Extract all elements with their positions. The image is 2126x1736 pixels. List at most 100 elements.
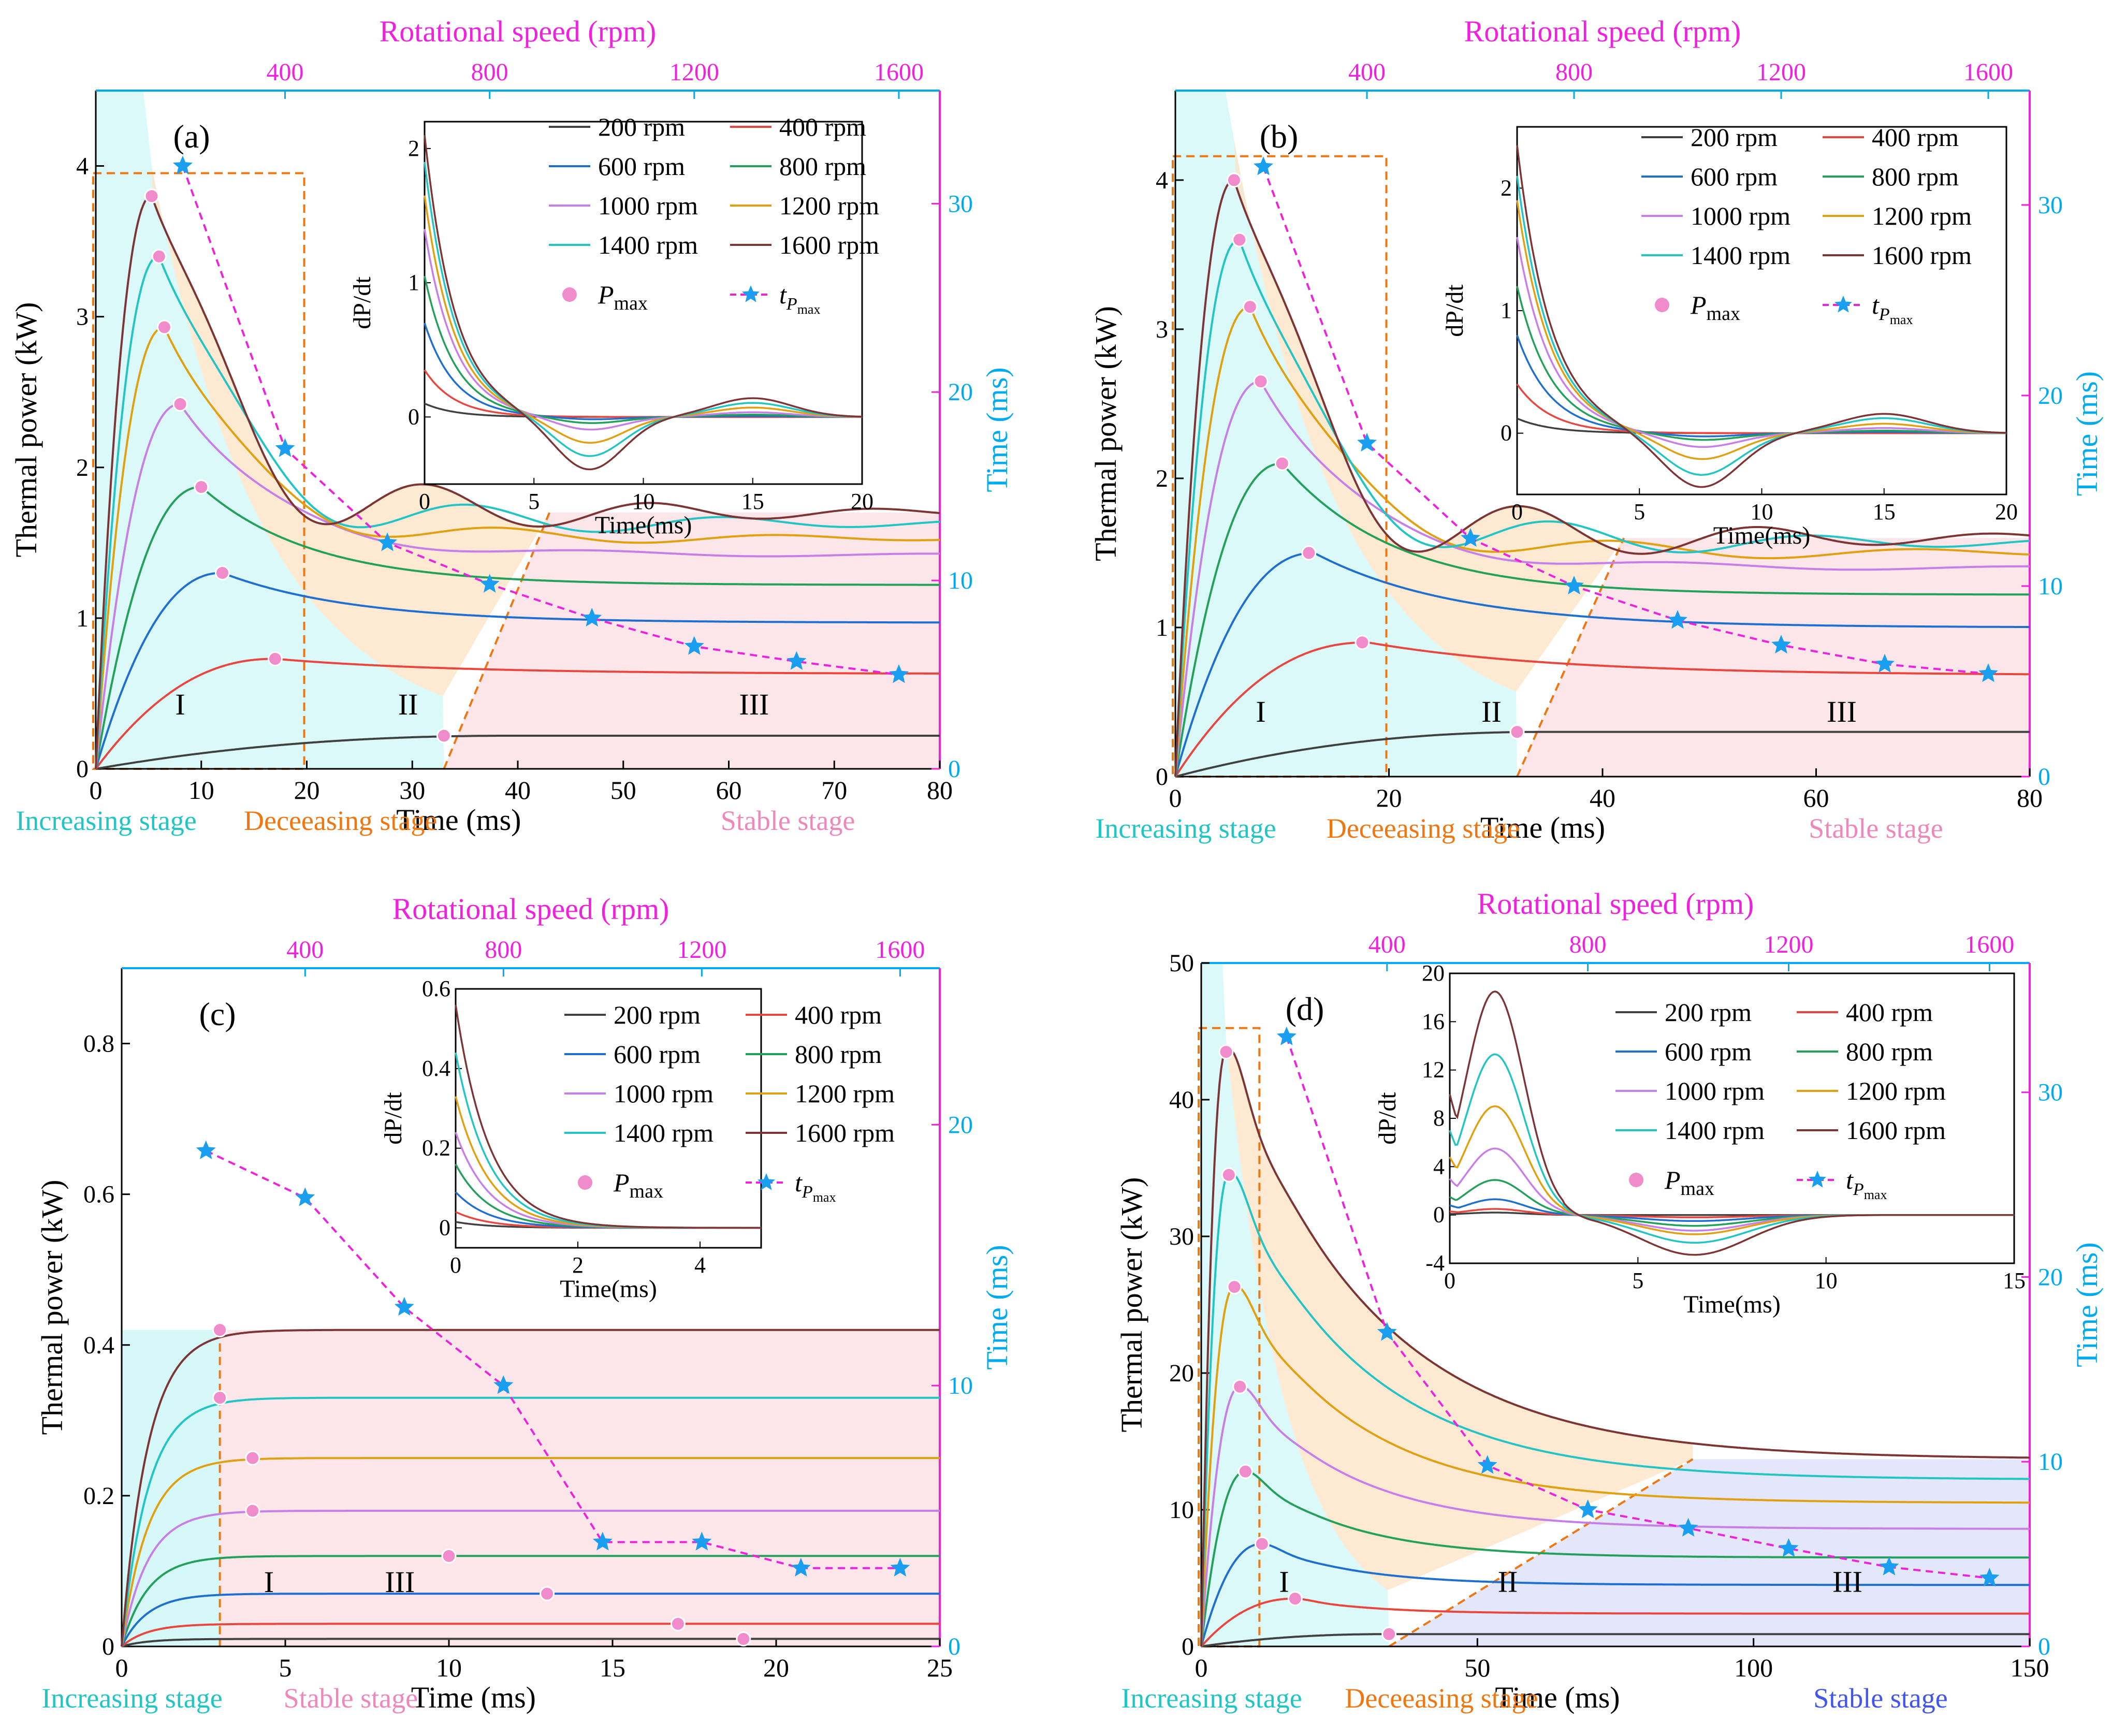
legend-label: 1400 rpm	[1665, 1116, 1765, 1145]
y-tick-label: 0.2	[83, 1482, 114, 1510]
x-tick-label: 100	[1734, 1653, 1773, 1682]
tpmax-star	[889, 664, 909, 683]
tpmax-star	[1668, 610, 1687, 629]
top-tick-label: 1200	[677, 936, 726, 964]
roman-I: I	[1256, 695, 1265, 728]
y-tick-label: 4	[76, 153, 89, 180]
tpmax-star	[1979, 1568, 2000, 1587]
top-axis-title: Rotational speed (rpm)	[392, 892, 669, 926]
tpmax-star	[1377, 1322, 1397, 1341]
series-line-600-rpm	[1174, 551, 2030, 777]
y-tick-label: 0.4	[83, 1332, 114, 1359]
y-tick-label: 1	[1156, 614, 1168, 641]
x-tick-label: 0	[1169, 783, 1182, 812]
pmax-point	[441, 1548, 457, 1564]
legend-label: 800 rpm	[779, 152, 866, 181]
inset-series-line	[424, 135, 863, 471]
y2-tick-label: 20	[2038, 382, 2063, 410]
x-tick-label: 80	[927, 776, 953, 805]
legend-tpmax-label: tPmax	[779, 280, 820, 317]
legend-label: 1000 rpm	[1665, 1076, 1765, 1105]
pmax-point	[156, 319, 172, 335]
panel-letter: (d)	[1286, 990, 1324, 1027]
tpmax-star	[295, 1187, 315, 1206]
y2-tick-label: 10	[2038, 1448, 2063, 1476]
pmax-point	[736, 1631, 751, 1646]
x-tick-label: 60	[716, 776, 742, 805]
tpmax-star	[479, 574, 500, 593]
series-line-200-rpm	[95, 735, 940, 770]
legend-label: 600 rpm	[598, 152, 685, 181]
inset-x-title: Time(ms)	[560, 1275, 657, 1303]
legend-label: 600 rpm	[1691, 162, 1778, 191]
tpmax-line	[182, 165, 899, 676]
pmax-point	[144, 188, 159, 204]
legend-label: 600 rpm	[1665, 1037, 1752, 1066]
stage-decreasing-region	[151, 166, 550, 696]
y-tick-label: 0.8	[83, 1030, 114, 1058]
series-line-200-rpm	[121, 1638, 940, 1647]
legend-label: 800 rpm	[1872, 162, 1959, 191]
inset-y-tick-label: 0	[439, 1215, 450, 1241]
stage-stable-label: Stable stage	[721, 805, 855, 836]
inset-series-line	[1516, 145, 2007, 488]
x-tick-label: 30	[399, 776, 425, 805]
legend-label: 1000 rpm	[1691, 201, 1790, 230]
top-tick-label: 800	[1569, 931, 1607, 958]
y-axis-title: Thermal power (kW)	[35, 1180, 69, 1435]
inset-x-title: Time(ms)	[1713, 522, 1811, 549]
legend-label: 200 rpm	[1691, 123, 1778, 152]
x-tick-label: 10	[436, 1653, 462, 1682]
stage-stable-label: Stable stage	[284, 1683, 418, 1714]
legend-label: 200 rpm	[1665, 998, 1752, 1027]
series-line-800-rpm	[95, 486, 940, 769]
top-tick-label: 1600	[1963, 59, 2013, 86]
pmax-point	[1301, 545, 1317, 561]
stage-boundary-line	[1516, 537, 1625, 777]
x-tick-label: 150	[2011, 1653, 2049, 1682]
inset-y-title: dP/dt	[380, 1092, 407, 1145]
inset-y-tick-label: 16	[1422, 1009, 1445, 1034]
tpmax-star	[1879, 1556, 1899, 1575]
tpmax-star	[684, 636, 704, 655]
series-line-400-rpm	[1174, 641, 2030, 778]
inset-y-tick-label: 0	[408, 404, 419, 429]
top-tick-label: 1200	[669, 59, 719, 86]
stage-increasing-label: Increasing stage	[1095, 813, 1276, 844]
top-tick-label: 400	[267, 59, 304, 86]
y-tick-label: 0	[1156, 763, 1168, 791]
pmax-point	[1509, 724, 1525, 740]
y-tick-label: 0	[76, 755, 89, 783]
top-tick-label: 1600	[875, 936, 925, 964]
roman-III: III	[1827, 695, 1857, 728]
x-tick-label: 20	[763, 1653, 789, 1682]
series-line-1200-rpm	[95, 326, 940, 769]
inset-y-title: dP/dt	[1374, 1092, 1401, 1145]
inset-x-tick-label: 20	[1995, 499, 2018, 524]
top-tick-label: 800	[485, 936, 522, 964]
inset-x-tick-label: 15	[1873, 499, 1896, 524]
y2-axis-title: Time (ms)	[2070, 371, 2104, 496]
legend-label: 200 rpm	[614, 1000, 701, 1029]
pmax-point	[215, 565, 230, 581]
pmax-point	[1254, 1536, 1270, 1552]
series-line-1000-rpm	[1174, 380, 2030, 777]
inset-x-tick-label: 0	[419, 489, 430, 514]
inset-y-tick-label: 12	[1422, 1057, 1445, 1083]
stage-decreasing-label: Deceeasing stage	[1327, 813, 1520, 844]
tpmax-star	[1461, 528, 1480, 547]
x-tick-label: 10	[188, 776, 214, 805]
tpmax-star	[1779, 1538, 1799, 1557]
y2-tick-label: 0	[948, 1633, 960, 1660]
tpmax-star	[1875, 653, 1895, 673]
pmax-point	[245, 1450, 260, 1466]
series-line-600-rpm	[1200, 1543, 2030, 1647]
tpmax-star	[791, 1557, 811, 1577]
legend-label: 1400 rpm	[614, 1118, 713, 1147]
inset-y-tick-label: 0	[1501, 420, 1512, 446]
stage-increasing-label: Increasing stage	[16, 805, 196, 836]
tpmax-line	[205, 1149, 900, 1569]
stage-stable-region	[1517, 538, 2030, 777]
tpmax-star	[394, 1297, 414, 1316]
